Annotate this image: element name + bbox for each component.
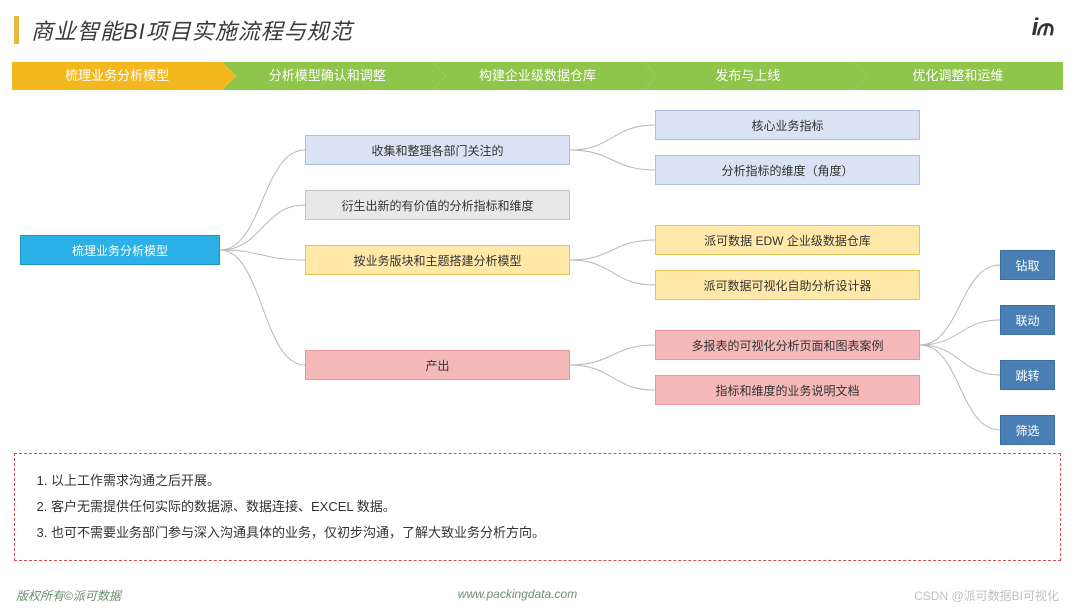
stage-arrow: 构建企业级数据仓库 [432, 62, 642, 90]
connector [920, 345, 1000, 430]
footer-watermark: CSDN @派可数据BI可视化 [914, 587, 1059, 604]
node-c1: 钻取 [1000, 250, 1055, 280]
node-a4: 产出 [305, 350, 570, 380]
connector [220, 205, 305, 250]
connector [220, 150, 305, 250]
stage-arrow: 梳理业务分析模型 [12, 62, 222, 90]
connector [570, 125, 655, 150]
node-b2: 分析指标的维度（角度） [655, 155, 920, 185]
page-title: 商业智能BI项目实施流程与规范 [31, 14, 353, 46]
node-b5: 多报表的可视化分析页面和图表案例 [655, 330, 920, 360]
footer-left: 版权所有©派可数据 [16, 587, 121, 604]
notes-list: 以上工作需求沟通之后开展。 客户无需提供任何实际的数据源、数据连接、EXCEL … [33, 468, 1042, 546]
node-b3: 派可数据 EDW 企业级数据仓库 [655, 225, 920, 255]
connector [570, 150, 655, 170]
node-c4: 筛选 [1000, 415, 1055, 445]
node-b1: 核心业务指标 [655, 110, 920, 140]
connector [220, 250, 305, 260]
note-item: 客户无需提供任何实际的数据源、数据连接、EXCEL 数据。 [51, 494, 1042, 520]
connector [570, 345, 655, 365]
title-accent-bar [14, 16, 19, 44]
connector [920, 320, 1000, 345]
stage-arrow: 发布与上线 [643, 62, 853, 90]
node-b6: 指标和维度的业务说明文档 [655, 375, 920, 405]
logo: i⫙ [1032, 14, 1051, 42]
node-b4: 派可数据可视化自助分析设计器 [655, 270, 920, 300]
notes-box: 以上工作需求沟通之后开展。 客户无需提供任何实际的数据源、数据连接、EXCEL … [14, 453, 1061, 561]
footer-mid: www.packingdata.com [458, 587, 577, 604]
node-c2: 联动 [1000, 305, 1055, 335]
header: 商业智能BI项目实施流程与规范 [0, 0, 1075, 58]
connector [920, 265, 1000, 345]
stage-arrow: 分析模型确认和调整 [222, 62, 432, 90]
connector [570, 365, 655, 390]
node-a3: 按业务版块和主题搭建分析模型 [305, 245, 570, 275]
note-item: 以上工作需求沟通之后开展。 [51, 468, 1042, 494]
node-a1: 收集和整理各部门关注的 [305, 135, 570, 165]
node-root: 梳理业务分析模型 [20, 235, 220, 265]
node-c3: 跳转 [1000, 360, 1055, 390]
note-item: 也可不需要业务部门参与深入沟通具体的业务，仅初步沟通，了解大致业务分析方向。 [51, 520, 1042, 546]
stage-arrows: 梳理业务分析模型 分析模型确认和调整 构建企业级数据仓库 发布与上线 优化调整和… [0, 58, 1075, 90]
connector [220, 250, 305, 365]
connector [920, 345, 1000, 375]
connector [570, 240, 655, 260]
diagram-canvas: 梳理业务分析模型 收集和整理各部门关注的衍生出新的有价值的分析指标和维度按业务版块… [0, 90, 1075, 450]
footer: 版权所有©派可数据 www.packingdata.com CSDN @派可数据… [0, 587, 1075, 604]
connector [570, 260, 655, 285]
stage-arrow: 优化调整和运维 [853, 62, 1063, 90]
node-a2: 衍生出新的有价值的分析指标和维度 [305, 190, 570, 220]
